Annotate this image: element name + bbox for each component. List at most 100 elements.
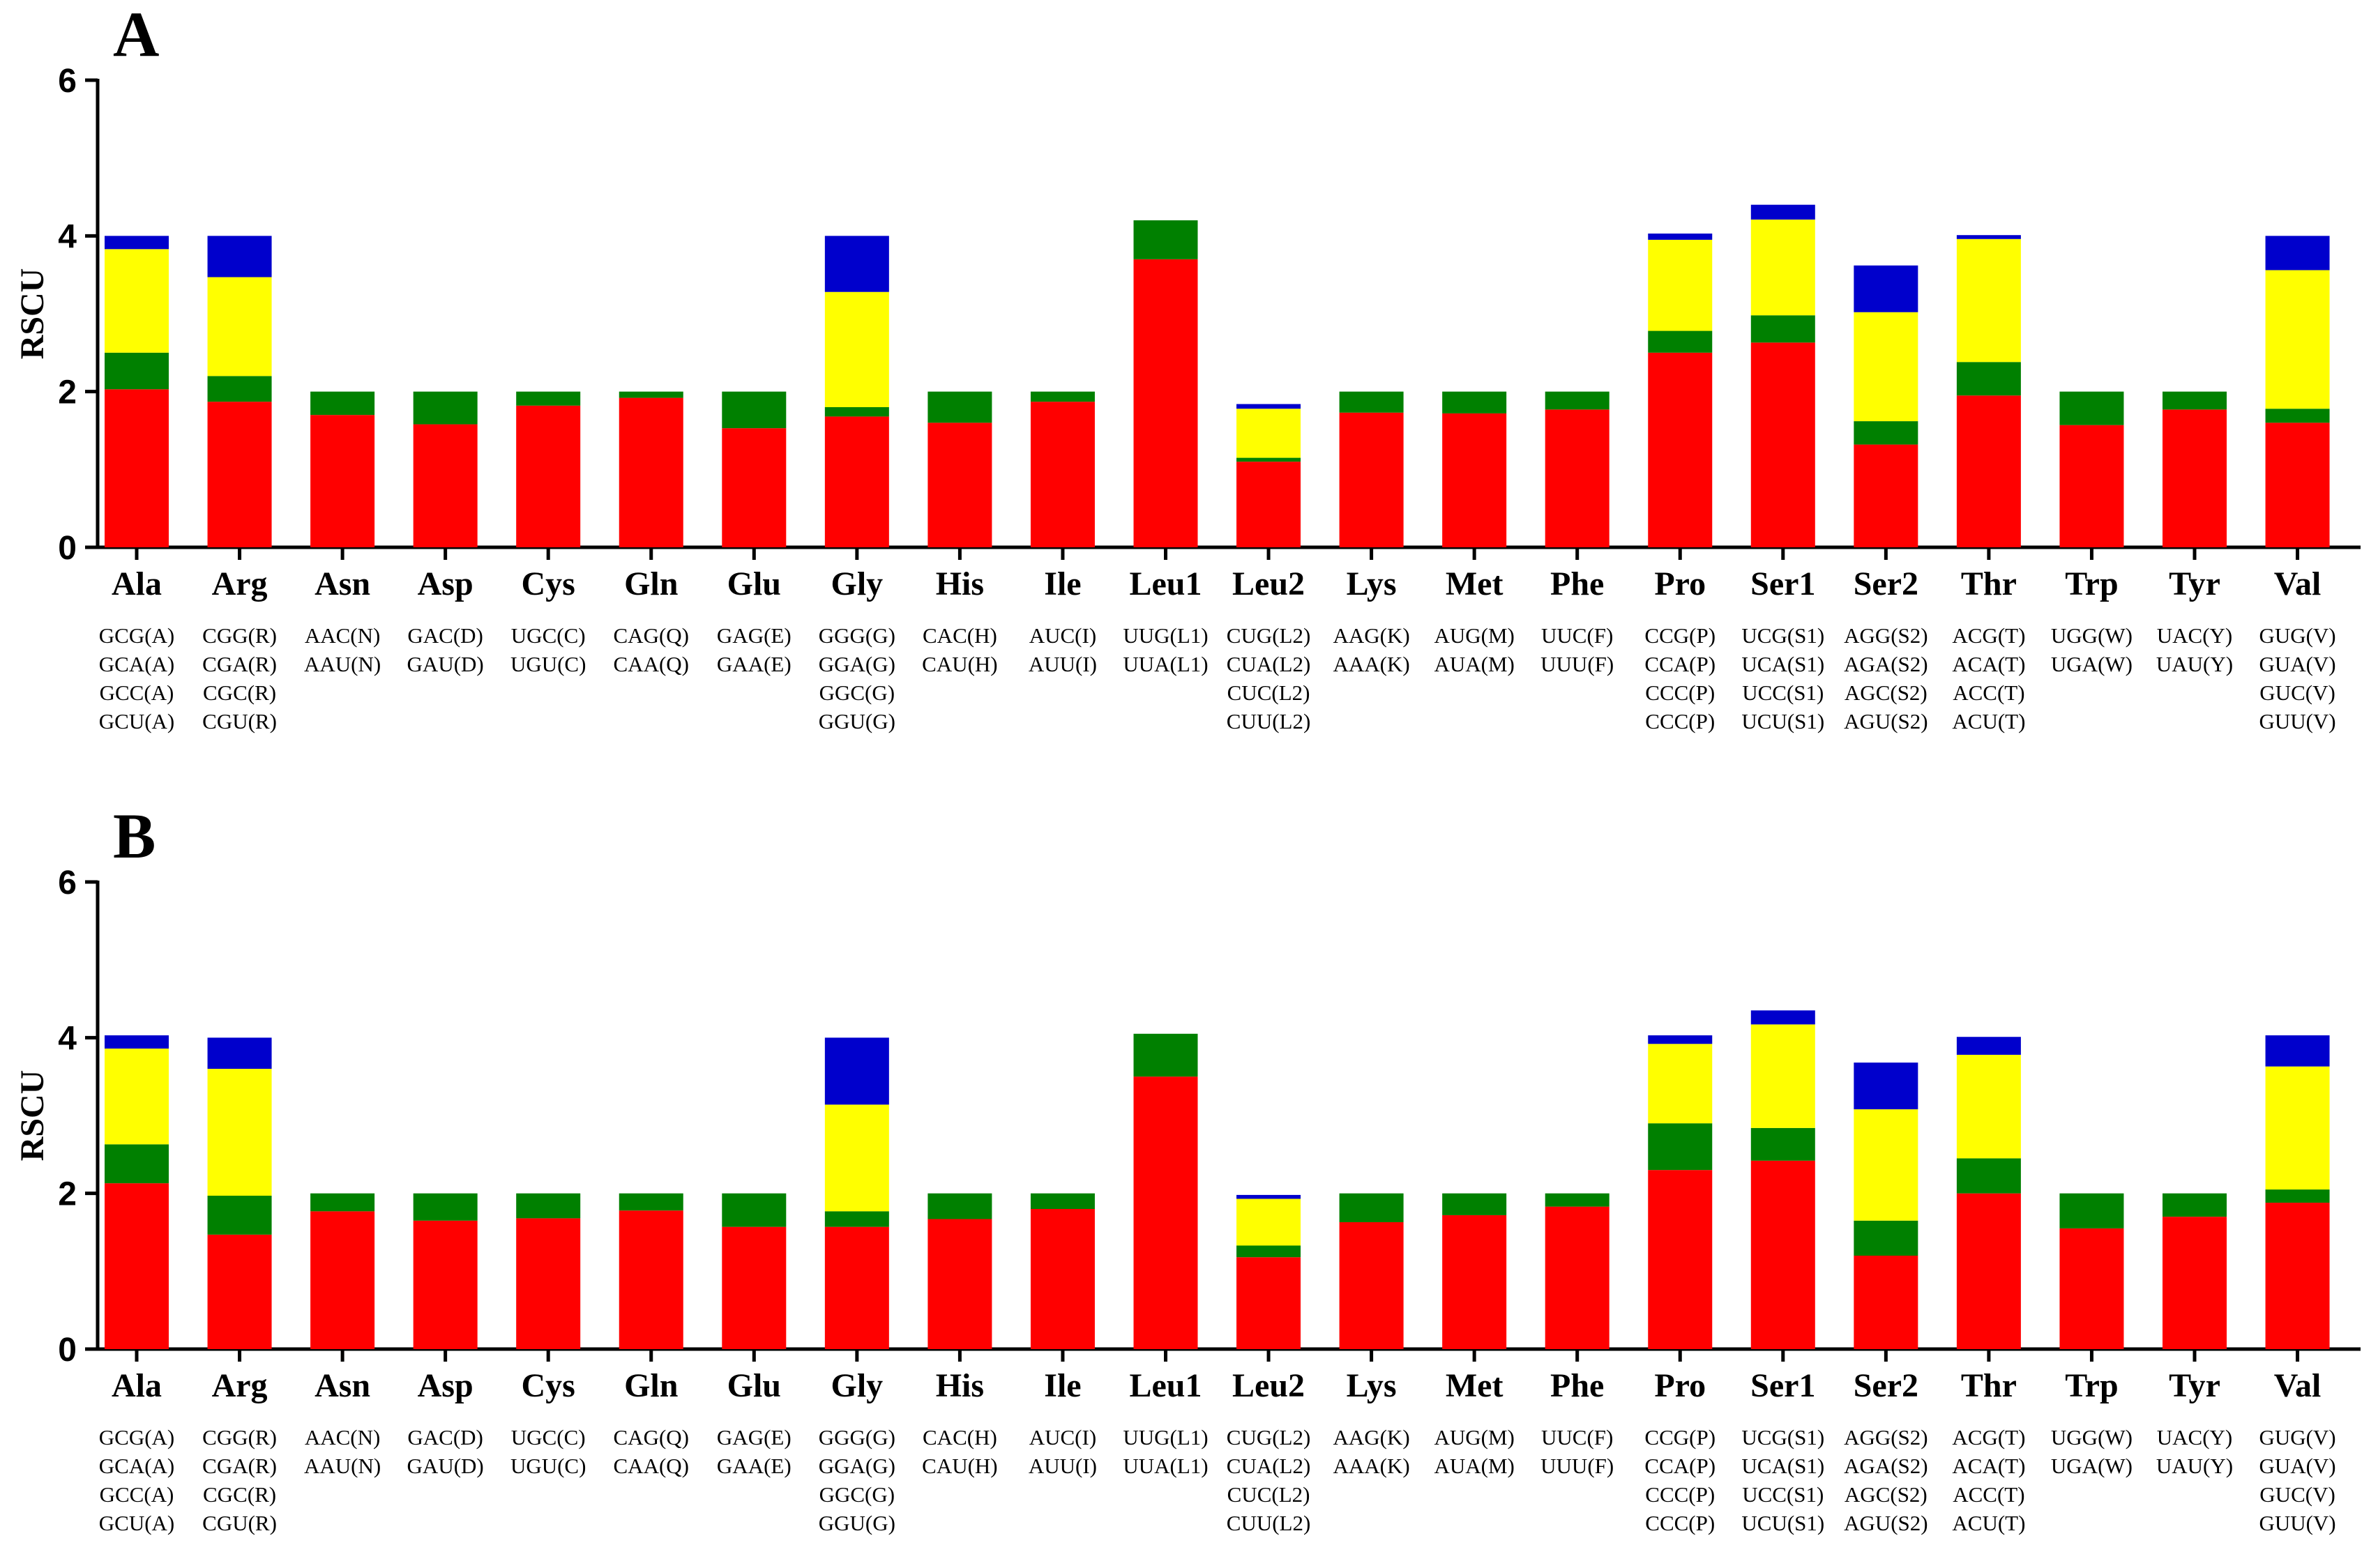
x-tick-label: Ile	[1044, 565, 1081, 602]
bar-segment-gly-2	[824, 1211, 889, 1227]
bar-segment-phe-1	[1545, 1206, 1610, 1349]
codon-label: CAU(H)	[922, 652, 998, 676]
bar-segment-ala-3	[105, 1048, 169, 1145]
codon-label: GAC(D)	[407, 623, 483, 648]
bar-segment-gln-1	[619, 397, 683, 547]
codon-label: GUA(V)	[2259, 1454, 2335, 1478]
codon-label: CUC(L2)	[1227, 1482, 1310, 1507]
codon-label: CGG(R)	[202, 1425, 277, 1449]
x-tick-label: Cys	[522, 565, 575, 602]
codon-label: AUC(I)	[1029, 623, 1096, 648]
bar-segment-ile-2	[1030, 1193, 1095, 1209]
codon-label: UUG(L1)	[1123, 1425, 1208, 1449]
codon-label: AAU(N)	[304, 652, 381, 676]
bar-segment-pro-1	[1648, 1170, 1713, 1349]
y-tick-label: 0	[58, 1332, 77, 1369]
bar-segment-his-2	[927, 391, 992, 423]
y-tick-label: 6	[58, 865, 77, 901]
x-tick-label: Ile	[1044, 1367, 1081, 1404]
bar-segment-arg-4	[207, 1037, 272, 1069]
x-tick-label: Lys	[1347, 565, 1397, 602]
bar-segment-leu2-3	[1236, 409, 1301, 458]
y-tick-label: 6	[58, 63, 77, 100]
bar-segment-trp-1	[2059, 1228, 2124, 1349]
codon-label: CCG(P)	[1644, 1425, 1716, 1449]
bar-segment-gly-2	[824, 407, 889, 417]
bar-segment-leu1-1	[1133, 259, 1198, 547]
bar-segment-asp-2	[413, 1193, 478, 1221]
bar-segment-met-1	[1442, 413, 1507, 547]
bar-segment-ile-1	[1030, 1209, 1095, 1349]
x-tick-label: Thr	[1961, 1367, 2017, 1404]
codon-label: GAU(D)	[407, 652, 484, 676]
codon-label: GCG(A)	[99, 1425, 175, 1449]
codon-label: CGA(R)	[202, 1454, 277, 1478]
codon-label: AUG(M)	[1434, 623, 1514, 648]
bar-segment-arg-4	[207, 236, 272, 277]
codon-label: UUG(L1)	[1123, 623, 1208, 648]
x-tick-label: Ala	[112, 565, 162, 602]
panel-label: A	[113, 0, 159, 70]
x-tick-label: Tyr	[2169, 1367, 2220, 1404]
x-tick-label: Leu1	[1129, 1367, 1202, 1404]
bar-segment-val-1	[2265, 423, 2330, 547]
bar-segment-arg-3	[207, 277, 272, 376]
codon-label: UAC(Y)	[2157, 1425, 2233, 1449]
codon-label: GAA(E)	[717, 1454, 792, 1478]
bar-segment-asn-1	[310, 415, 375, 547]
x-tick-label: Gly	[831, 565, 884, 602]
bar-segment-ser2-3	[1854, 312, 1918, 422]
bar-segment-ser2-2	[1854, 1220, 1918, 1256]
panel-label: B	[113, 800, 156, 871]
bar-segment-asp-1	[413, 424, 478, 547]
bar-segment-his-1	[927, 1219, 992, 1349]
bar-segment-gly-4	[824, 236, 889, 292]
bar-segment-ser1-3	[1750, 1024, 1815, 1128]
bar-segment-glu-1	[722, 428, 787, 547]
bar-segment-tyr-1	[2163, 409, 2227, 547]
bar-segment-leu1-1	[1133, 1076, 1198, 1349]
x-tick-label: Ala	[112, 1367, 162, 1404]
codon-label: UGU(C)	[510, 652, 586, 676]
bar-segment-gly-1	[824, 1226, 889, 1349]
x-tick-label: Asp	[418, 565, 474, 602]
bar-segment-leu2-4	[1236, 1194, 1301, 1199]
bar-segment-gly-3	[824, 291, 889, 407]
panel-a: A RSCU 0 2 4 6 Ala GCG(A) GCA(A) GCC(A) GCU(A) Arg C…	[14, 0, 2361, 733]
x-tick-label: Tyr	[2169, 565, 2220, 602]
bar-segment-thr-4	[1956, 235, 2021, 239]
bar-segment-ser1-1	[1750, 1160, 1815, 1349]
x-tick-label: Ser1	[1750, 565, 1815, 602]
codon-label: GAU(D)	[407, 1454, 484, 1478]
codon-label: UGG(W)	[2051, 1425, 2133, 1449]
codon-label: GCG(A)	[99, 623, 175, 648]
bar-segment-phe-2	[1545, 1193, 1610, 1207]
codon-label: GCA(A)	[99, 1454, 175, 1478]
x-tick-label: Phe	[1550, 565, 1604, 602]
codon-label: GAG(E)	[717, 623, 792, 648]
codon-label: CCC(P)	[1645, 1482, 1715, 1507]
bar-segment-tyr-2	[2163, 1193, 2227, 1217]
bar-segment-met-1	[1442, 1215, 1507, 1349]
codon-label: GGA(G)	[819, 652, 895, 676]
codon-label: CGC(R)	[203, 1482, 276, 1507]
bar-segment-val-4	[2265, 1035, 2330, 1067]
codon-label: AGA(S2)	[1844, 652, 1928, 676]
codon-label: CAA(Q)	[614, 652, 690, 676]
codon-label: UGC(C)	[511, 623, 586, 648]
codon-label: GGU(G)	[819, 1511, 895, 1535]
codon-label: AAG(K)	[1333, 1425, 1409, 1449]
x-tick-label: Arg	[212, 565, 268, 602]
codon-label: AUA(M)	[1434, 652, 1514, 676]
codon-label: CUG(L2)	[1227, 1425, 1311, 1449]
bar-segment-gly-3	[824, 1104, 889, 1212]
bar-segment-thr-2	[1956, 362, 2021, 396]
bar-segment-thr-3	[1956, 1054, 2021, 1159]
codon-label: UGC(C)	[511, 1425, 586, 1449]
codon-label: ACG(T)	[1952, 623, 2025, 648]
codon-label: AUU(I)	[1029, 1454, 1097, 1478]
bar-segment-lys-1	[1339, 412, 1404, 547]
x-tick-label: Leu2	[1232, 565, 1305, 602]
codon-label: CCG(P)	[1644, 623, 1716, 648]
